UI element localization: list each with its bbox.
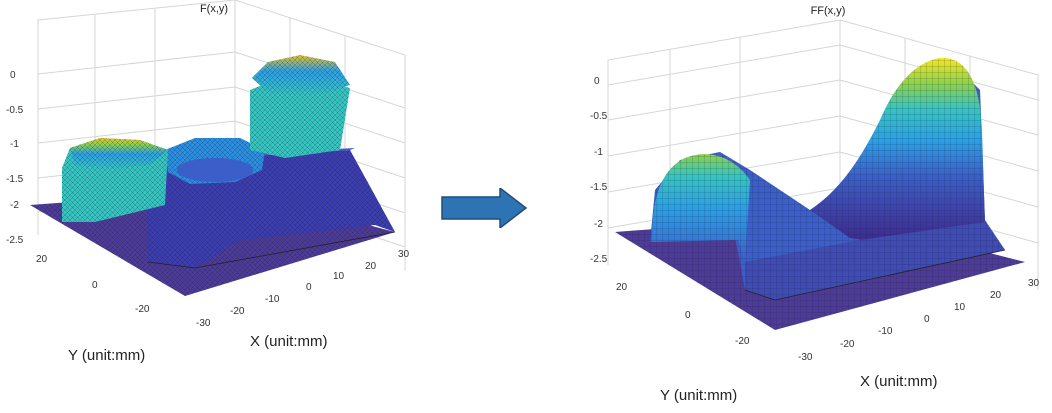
x-tick: 10 [954,302,966,313]
chart-f-y-ticks: 20 0 -20 [36,254,150,315]
chart-f-ylabel: Y (unit:mm) [68,347,145,364]
chart-f-xlabel: X (unit:mm) [250,333,328,350]
z-tick: 0 [594,76,600,87]
y-tick: 20 [36,254,48,265]
z-tick: -1.5 [6,174,24,185]
chart-f-panel: F(x,y) 0 -0.5 -1 -1.5 -2 -2.5 20 0 -20 -… [0,0,420,408]
chart-ff-z-ticks: 0 -0.5 -1 -1.5 -2 -2.5 [590,76,608,265]
chart-f-title: F(x,y) [200,3,228,15]
chart-f-svg: F(x,y) 0 -0.5 -1 -1.5 -2 -2.5 20 0 -20 -… [6,0,410,364]
y-tick: -20 [135,304,150,315]
x-tick: 20 [365,261,377,272]
x-tick: -10 [878,326,893,337]
z-tick: -2.5 [6,235,24,246]
y-tick: 0 [685,310,691,321]
z-tick: -2 [594,219,603,230]
z-tick: -0.5 [590,111,608,122]
x-tick: -20 [840,339,855,350]
chart-f-z-ticks: 0 -0.5 -1 -1.5 -2 -2.5 [6,70,24,246]
y-tick: 0 [92,280,98,291]
y-tick: 20 [616,282,628,293]
y-tick: -20 [735,336,750,347]
x-tick: 30 [1028,278,1040,289]
chart-ff-panel: FF(x,y) 0 -0.5 -1 -1.5 -2 -2.5 20 0 -20 … [560,0,1052,408]
x-tick: -10 [265,294,280,305]
z-tick: -2 [10,200,19,211]
chart-ff-svg: FF(x,y) 0 -0.5 -1 -1.5 -2 -2.5 20 0 -20 … [590,5,1040,404]
chart-ff-y-ticks: 20 0 -20 [616,282,750,347]
z-tick: -1 [10,139,19,150]
chart-ff-title: FF(x,y) [811,5,846,17]
chart-ff-xlabel: X (unit:mm) [860,373,938,390]
x-tick: -30 [798,352,813,363]
x-tick: 0 [924,314,930,325]
x-tick: -20 [230,306,245,317]
chart-ff-ylabel: Y (unit:mm) [660,387,737,404]
transform-arrow-icon [441,188,528,228]
x-tick: 30 [398,249,410,260]
z-tick: -1.5 [590,182,608,193]
z-tick: -0.5 [6,105,24,116]
chart-ff-x-ticks: -30 -20 -10 0 10 20 30 [798,278,1040,363]
x-tick: -30 [196,318,211,329]
z-tick: 0 [10,70,16,81]
z-tick: -1 [594,147,603,158]
x-tick: 10 [333,271,345,282]
x-tick: 0 [306,282,312,293]
chart-f-x-ticks: -30 -20 -10 0 10 20 30 [196,249,410,329]
x-tick: 20 [990,290,1002,301]
z-tick: -2.5 [590,254,608,265]
